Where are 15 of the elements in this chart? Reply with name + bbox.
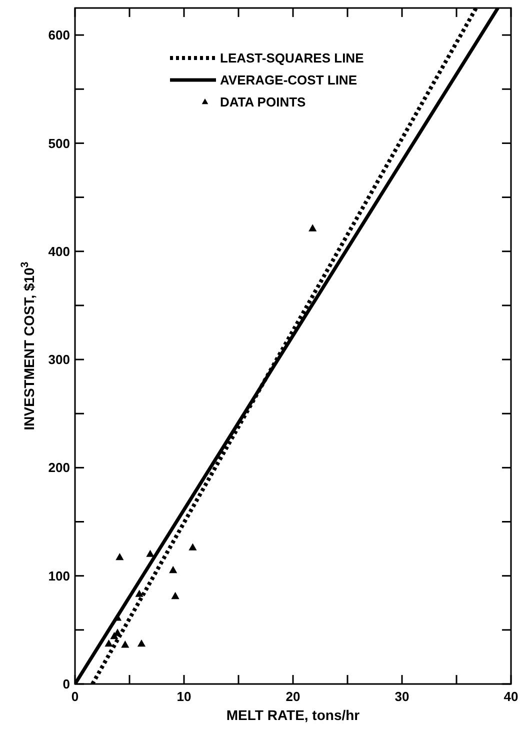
x-tick-label: 20 bbox=[286, 689, 300, 704]
y-tick-label: 500 bbox=[48, 136, 70, 151]
x-tick-label: 10 bbox=[176, 689, 192, 704]
y-tick-label: 300 bbox=[48, 352, 70, 368]
y-tick-label: 100 bbox=[48, 568, 70, 584]
legend-label: AVERAGE-COST LINE bbox=[220, 72, 358, 88]
legend-label: LEAST-SQUARES LINE bbox=[220, 50, 364, 66]
x-tick-label: 30 bbox=[394, 689, 410, 704]
x-tick-label: 40 bbox=[504, 689, 518, 704]
legend-label: DATA POINTS bbox=[220, 94, 306, 110]
y-tick-label: 400 bbox=[48, 244, 70, 259]
x-axis-title: MELT RATE, tons/hr bbox=[226, 707, 360, 723]
y-tick-label: 600 bbox=[48, 28, 70, 43]
y-tick-label: 200 bbox=[48, 460, 70, 476]
y-tick-label: 0 bbox=[62, 676, 70, 692]
